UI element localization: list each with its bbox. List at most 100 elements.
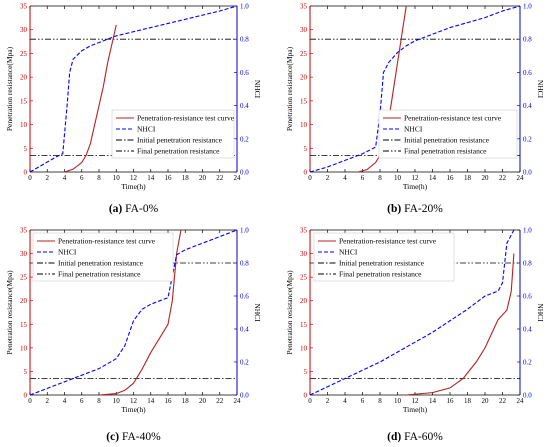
y2-tick-label: 0.8 — [240, 260, 249, 268]
x-tick-label: 18 — [464, 397, 472, 405]
x-tick-label: 16 — [447, 174, 455, 182]
legend-entry: Final penetration resistance — [58, 270, 141, 279]
x-tick-label: 10 — [394, 397, 402, 405]
y2-axis-label: NHCI — [536, 303, 545, 322]
y2-tick-label: 1.0 — [240, 3, 249, 11]
x-tick-label: 24 — [234, 397, 242, 405]
x-axis-label: Time(h) — [403, 182, 428, 191]
penetration-series-line — [98, 229, 182, 396]
y-tick-label: 5 — [24, 368, 28, 376]
x-tick-label: 10 — [113, 174, 121, 182]
y-tick-label: 20 — [20, 74, 28, 82]
y-tick-label: 0 — [24, 169, 28, 177]
y-tick-label: 0 — [304, 392, 308, 400]
x-tick-label: 0 — [308, 397, 312, 405]
x-axis-label: Time(h) — [403, 405, 428, 414]
y-tick-label: 25 — [300, 50, 308, 58]
y-tick-label: 10 — [300, 121, 308, 129]
x-tick-label: 8 — [378, 397, 382, 405]
y-tick-label: 15 — [300, 321, 308, 329]
y-tick-label: 20 — [300, 297, 308, 305]
y-axis-label: Penetration resistance(Mpa) — [5, 270, 14, 355]
x-tick-label: 20 — [482, 397, 490, 405]
y2-tick-label: 0.6 — [240, 69, 249, 77]
panel-caption: (d) FA-60% — [387, 431, 443, 443]
x-tick-label: 2 — [46, 174, 50, 182]
nhci-series-line — [29, 5, 238, 173]
penetration-series-line — [406, 253, 515, 396]
legend-box — [313, 232, 455, 282]
nhci-series-line — [309, 229, 515, 396]
y2-tick-label: 0.2 — [240, 135, 249, 143]
y-tick-label: 10 — [300, 344, 308, 352]
y2-tick-label: 0.0 — [240, 169, 249, 177]
x-tick-label: 0 — [308, 174, 312, 182]
legend-box — [32, 232, 174, 282]
y-tick-label: 30 — [300, 26, 308, 34]
y2-tick-label: 0.8 — [523, 36, 532, 44]
x-tick-label: 24 — [517, 397, 525, 405]
y-tick-label: 10 — [20, 344, 28, 352]
x-tick-label: 4 — [63, 174, 67, 182]
panel-caption: (a) FA-0% — [109, 203, 159, 215]
panel-0: 0 2 4 6 8 10 12 14 16 18 20 22 24051015202530350.00.… — [5, 3, 262, 216]
caption-text: FA-40% — [122, 431, 161, 443]
y-tick-label: 0 — [304, 169, 308, 177]
y-tick-label: 5 — [304, 368, 308, 376]
y-tick-label: 5 — [24, 145, 28, 153]
y-axis-label: Penetration resistance(Mpa) — [285, 46, 294, 131]
y2-tick-label: 1.0 — [523, 227, 532, 235]
y2-tick-label: 0.6 — [523, 69, 532, 77]
y2-tick-label: 0.8 — [523, 260, 532, 268]
caption-letter: (d) — [387, 431, 401, 443]
x-tick-label: 20 — [199, 174, 207, 182]
x-tick-label: 4 — [63, 397, 67, 405]
legend-entry: Final penetration resistance — [137, 147, 220, 156]
legend-box — [378, 109, 518, 159]
y-tick-label: 25 — [20, 274, 28, 282]
panel-1: 0 2 4 6 8 10 12 14 16 18 20 22 24051015202530350.00.… — [285, 3, 545, 216]
y2-tick-label: 0.4 — [523, 326, 532, 334]
y2-tick-label: 0.0 — [523, 169, 532, 177]
legend-entry: NHCI — [58, 248, 77, 257]
x-tick-label: 12 — [130, 397, 138, 405]
x-tick-label: 12 — [130, 174, 138, 182]
y2-tick-label: 0.4 — [523, 102, 532, 110]
y2-tick-label: 1.0 — [523, 3, 532, 11]
y-tick-label: 35 — [300, 227, 308, 235]
x-tick-label: 2 — [326, 174, 330, 182]
x-axis-label: Time(h) — [121, 405, 146, 414]
x-tick-label: 8 — [378, 174, 382, 182]
x-tick-label: 10 — [394, 174, 402, 182]
y-tick-label: 20 — [20, 297, 28, 305]
y2-tick-label: 0.2 — [523, 135, 532, 143]
y-tick-label: 35 — [300, 3, 308, 11]
y-tick-label: 25 — [300, 274, 308, 282]
x-tick-label: 22 — [499, 397, 507, 405]
y-tick-label: 20 — [300, 74, 308, 82]
legend-entry: Penetration-resistance test curve — [58, 237, 156, 246]
y-tick-label: 35 — [20, 3, 28, 11]
y-tick-label: 5 — [304, 145, 308, 153]
y2-tick-label: 0.4 — [240, 326, 249, 334]
legend-entry: Penetration-resistance test curve — [137, 114, 235, 123]
y-tick-label: 15 — [20, 97, 28, 105]
x-tick-label: 14 — [429, 174, 437, 182]
y-tick-label: 30 — [20, 250, 28, 258]
legend-entry: NHCI — [137, 125, 156, 134]
caption-letter: (b) — [387, 203, 401, 215]
y2-axis-label: NHCI — [536, 80, 545, 99]
y-tick-label: 15 — [20, 321, 28, 329]
x-tick-label: 2 — [46, 397, 50, 405]
legend-entry: Initial penetration resistance — [58, 259, 144, 268]
y-tick-label: 15 — [300, 97, 308, 105]
caption-text: FA-0% — [125, 203, 158, 215]
y2-tick-label: 0.2 — [523, 359, 532, 367]
y2-tick-label: 0.6 — [240, 293, 249, 301]
y2-tick-label: 0.0 — [523, 392, 532, 400]
x-tick-label: 16 — [165, 174, 173, 182]
y-axis-label: Penetration resistance(Mpa) — [5, 46, 14, 131]
penetration-series-line — [64, 24, 117, 173]
x-tick-label: 6 — [80, 174, 84, 182]
